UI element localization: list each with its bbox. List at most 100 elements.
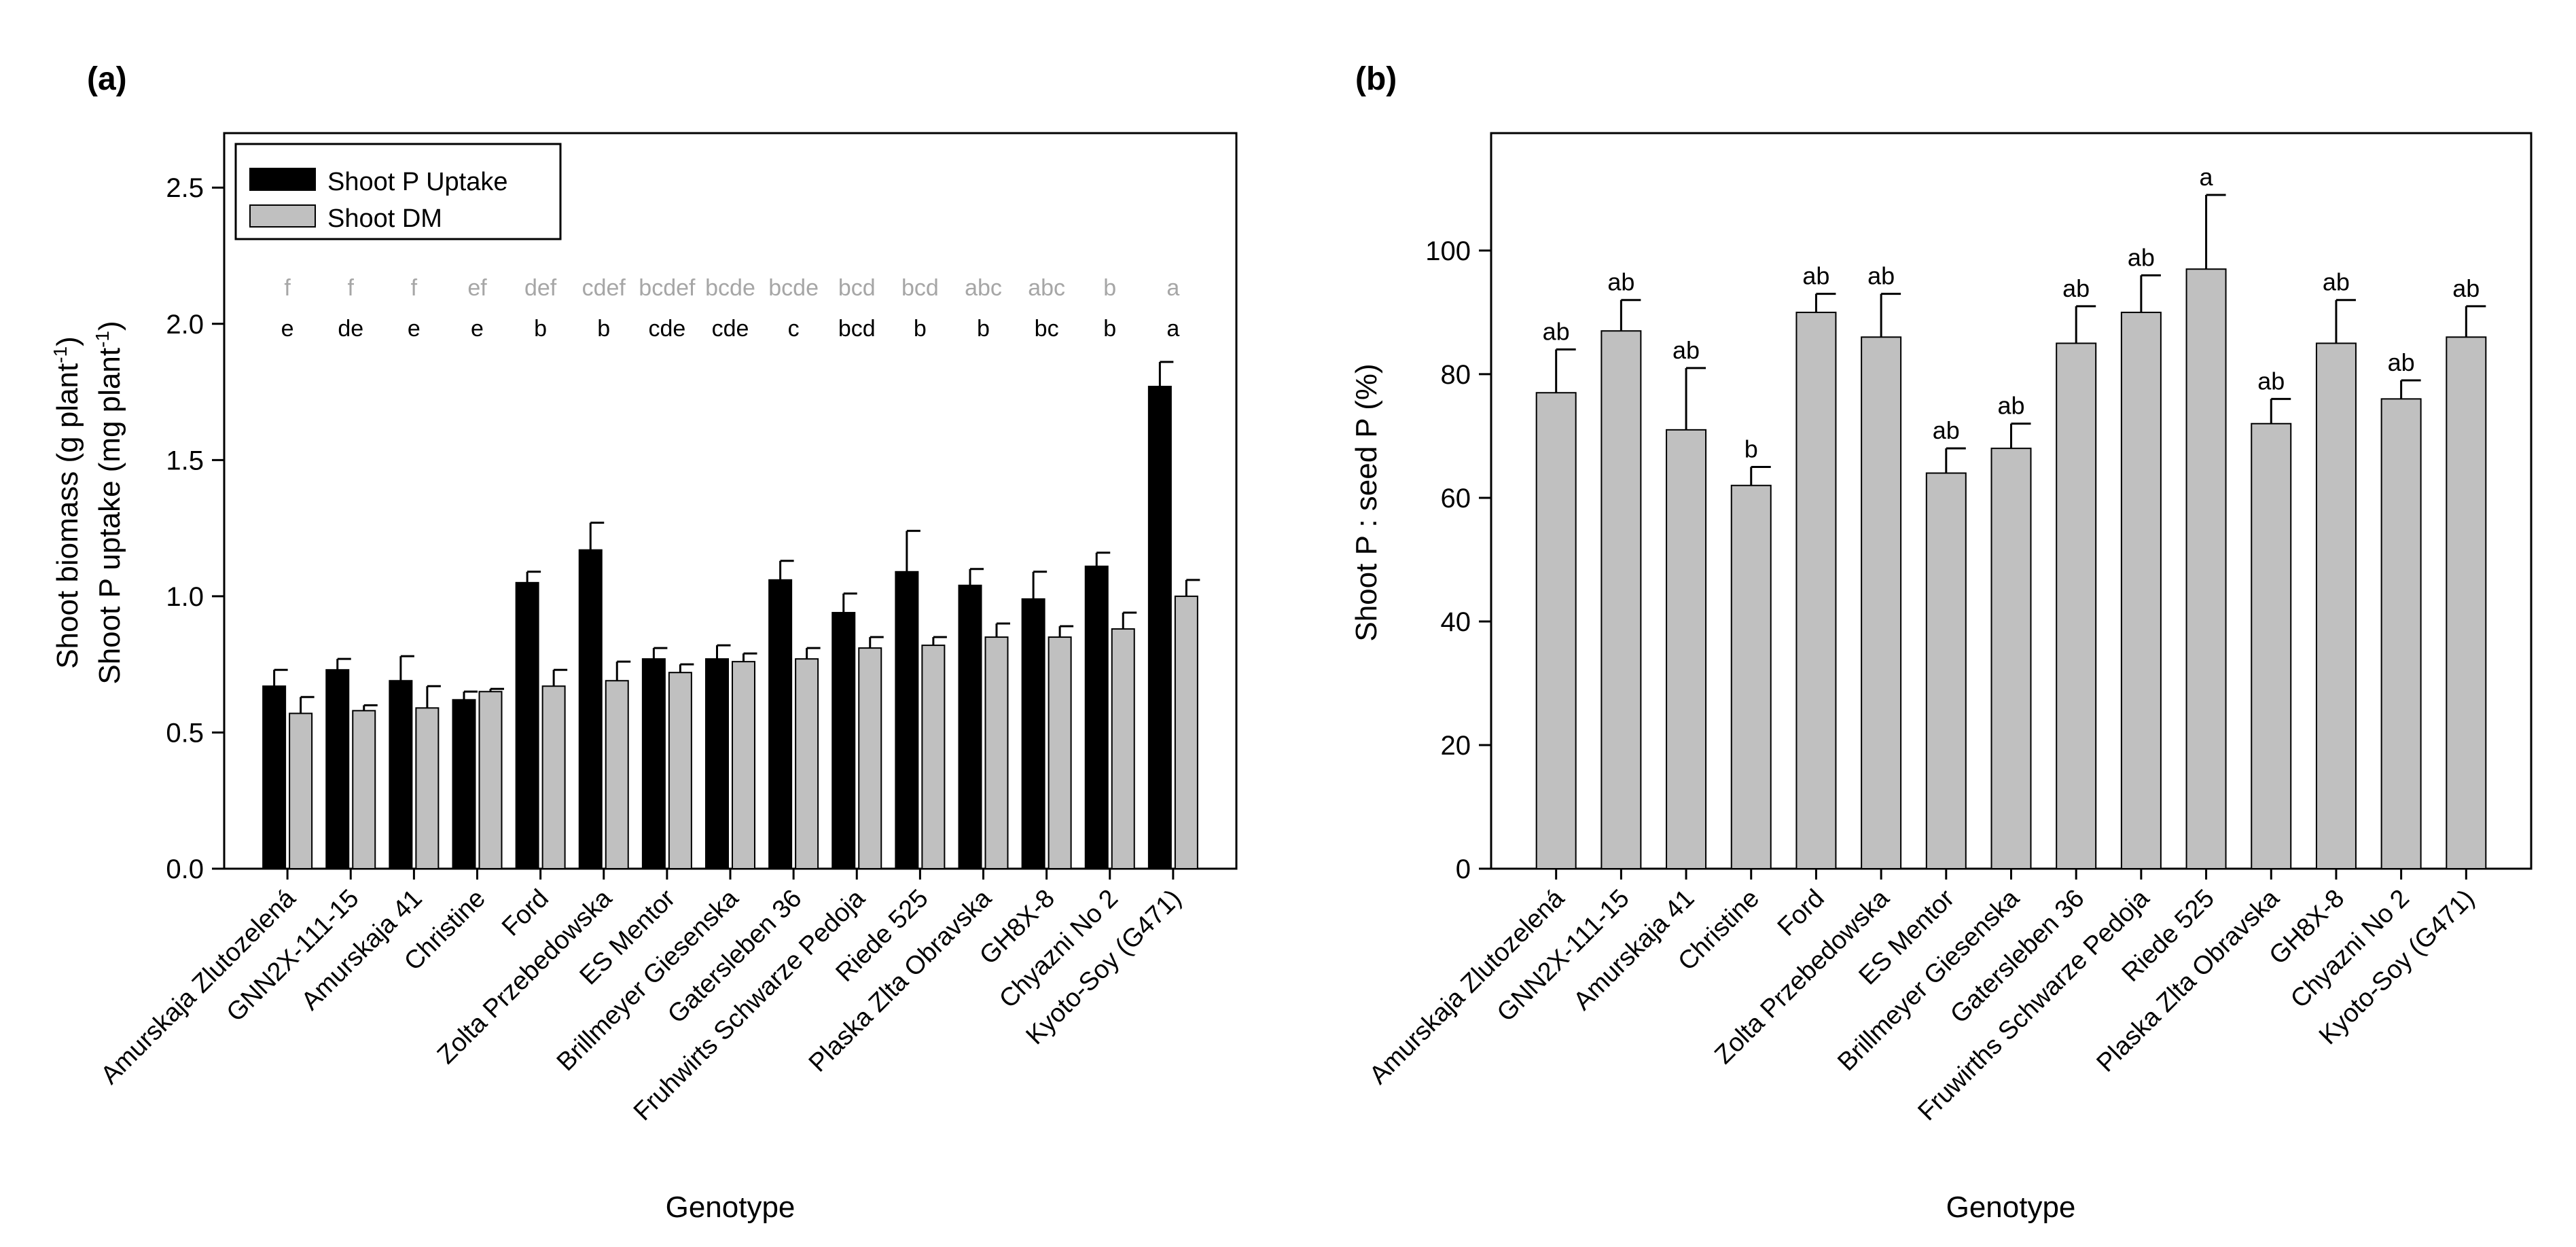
y-tick-label: 100	[1425, 236, 1471, 266]
bar-series1	[1084, 565, 1109, 869]
y-tick-label: 1.0	[166, 582, 204, 612]
bar-series2	[858, 647, 882, 869]
sig-letter: bcde	[768, 275, 819, 301]
bar-series2	[415, 707, 440, 870]
sig-letter: ab	[1802, 262, 1829, 290]
bar-series2	[921, 645, 946, 869]
legend-label-uptake: Shoot P Uptake	[327, 168, 507, 196]
sig-letter: a	[1166, 275, 1179, 301]
sig-letter: ab	[2062, 274, 2090, 302]
sig-letter: f	[411, 275, 418, 301]
sig-letter: b	[597, 316, 610, 342]
y-tick-label: 0.5	[166, 718, 204, 748]
sig-letter: de	[338, 316, 363, 342]
sig-letter: ab	[2452, 274, 2480, 302]
sig-letter: ab	[1672, 336, 1700, 364]
bar-series2	[478, 691, 503, 869]
y-tick-label: 60	[1441, 484, 1471, 513]
y-axis-label-a-2: Shoot P uptake (mg plant-1)	[92, 321, 126, 684]
bar-series1	[831, 611, 856, 869]
bar-series1	[2446, 336, 2487, 869]
bar-series1	[2185, 268, 2227, 869]
bar-series1	[452, 699, 476, 870]
bar-series1	[958, 584, 982, 869]
sig-letter: ab	[2388, 348, 2415, 376]
bar-series1	[325, 669, 350, 869]
sig-letter: cde	[712, 316, 749, 342]
bar-series1	[2056, 342, 2097, 869]
sig-letter: b	[534, 316, 547, 342]
sig-letter: ab	[1543, 318, 1570, 346]
sig-letter: b	[1103, 316, 1116, 342]
bar-series1	[1666, 429, 1707, 869]
bar-series1	[768, 579, 793, 869]
bar-series1	[1795, 311, 1837, 869]
sig-letter: bc	[1035, 316, 1059, 342]
y-tick-label: 40	[1441, 607, 1471, 637]
bar-series1	[262, 685, 287, 869]
panel-a-label: (a)	[87, 61, 127, 97]
sig-letter: e	[408, 316, 421, 342]
y-axis-label-b: Shoot P : seed P (%)	[1350, 363, 1383, 641]
bar-series2	[605, 680, 629, 869]
chart-panel-a: 0.00.51.01.52.02.5 efdefefeefbdefbcdefcd…	[50, 132, 1238, 1224]
legend-a: Shoot P Uptake Shoot DM	[234, 143, 562, 240]
sig-letter: b	[914, 316, 927, 342]
bar-series1	[1990, 448, 2032, 869]
bar-series1	[1730, 484, 1772, 869]
bar-series2	[1048, 636, 1072, 869]
sig-letter: ab	[1867, 262, 1895, 290]
sig-letter: cde	[648, 316, 685, 342]
bar-series1	[2380, 398, 2422, 869]
bar-series2	[668, 672, 692, 869]
sig-letter: ab	[1997, 392, 2024, 420]
bar-series2	[289, 712, 313, 870]
bar-series1	[2120, 311, 2162, 869]
bar-series1	[1925, 472, 1967, 869]
x-axis-label-b: Genotype	[1946, 1191, 2076, 1224]
bars-b	[1535, 194, 2487, 870]
y-tick-label: 80	[1441, 360, 1471, 390]
sig-letter: abc	[1028, 275, 1065, 301]
bar-series1	[578, 549, 603, 869]
bar-series1	[389, 680, 413, 869]
sig-letter: ab	[1933, 416, 1960, 444]
sig-letter: f	[348, 275, 355, 301]
sig-letter: e	[281, 316, 294, 342]
x-axis-b: Amurskaja ZlutozelenáGNN2X-111-15Amurska…	[1364, 869, 2480, 1126]
bar-series1	[705, 658, 729, 870]
sig-letter: bcd	[901, 275, 939, 301]
bar-series2	[984, 636, 1009, 869]
sig-letter: a	[2200, 163, 2214, 191]
sig-letter: a	[1166, 316, 1179, 342]
sig-letter: f	[284, 275, 291, 301]
sig-letter: bcdef	[639, 275, 696, 301]
legend-swatch-uptake	[249, 168, 316, 191]
x-tick-label: Ford	[497, 884, 554, 942]
panel-b-label: (b)	[1355, 61, 1397, 97]
letters-a: efdefefeefbdefbcdefcdebcdefcdebcdecbcdeb…	[281, 275, 1180, 342]
sig-letter: ab	[2128, 243, 2155, 271]
y-tick-label: 0	[1456, 854, 1471, 884]
y-tick-label: 0.0	[166, 854, 204, 884]
bar-series1	[641, 658, 666, 870]
sig-letter: abc	[965, 275, 1002, 301]
y-axis-a: 0.0 0.5 1.0 1.5 2.0 2.5	[166, 173, 224, 884]
bar-series1	[1861, 336, 1902, 869]
bar-series2	[541, 685, 566, 869]
sig-letter: b	[977, 316, 990, 342]
bar-series2	[795, 658, 819, 870]
bar-series1	[1147, 386, 1172, 869]
bar-series2	[1111, 628, 1135, 869]
bar-series1	[1021, 598, 1045, 870]
x-tick-label: Ford	[1772, 884, 1830, 942]
plot-frame-a	[223, 132, 1238, 870]
sig-letter: c	[788, 316, 800, 342]
bar-series1	[1535, 392, 1577, 869]
bar-series1	[895, 571, 919, 869]
sig-letter: cdef	[582, 275, 626, 301]
legend-swatch-dm	[249, 204, 316, 228]
bar-series2	[1174, 595, 1198, 870]
